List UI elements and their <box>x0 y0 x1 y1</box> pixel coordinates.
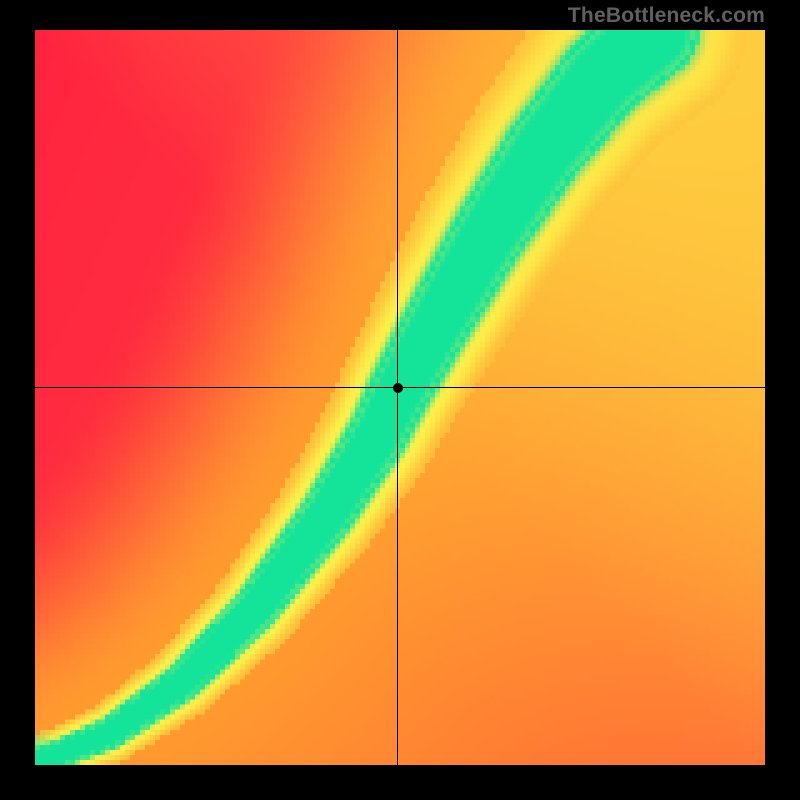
chart-container: { "attribution": { "text": "TheBottlenec… <box>0 0 800 800</box>
attribution-watermark: TheBottleneck.com <box>568 4 765 28</box>
target-point-marker <box>393 383 403 393</box>
crosshair-vertical <box>397 30 398 765</box>
bottleneck-heatmap <box>35 30 765 765</box>
